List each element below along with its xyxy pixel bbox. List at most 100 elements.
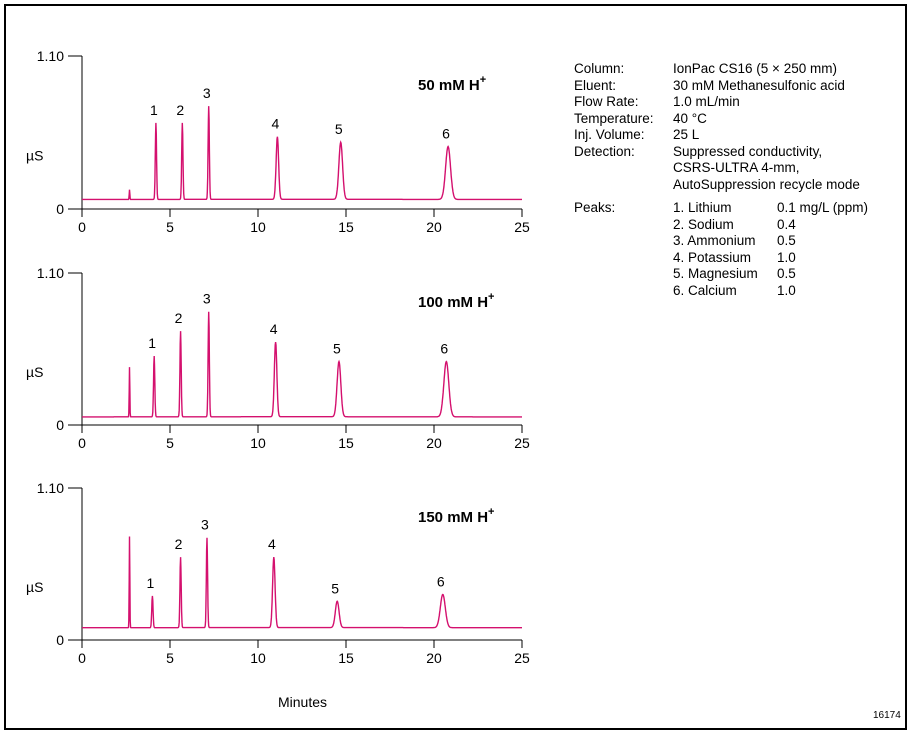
peak-concentration: 0.1 mg/L (ppm) — [777, 200, 869, 215]
conditions-list: Column: IonPac CS16 (5 × 250 mm) Eluent: 30… — [574, 61, 868, 193]
peak-concentration: 1.0 — [777, 282, 796, 298]
x-tick-label: 20 — [426, 435, 442, 451]
x-tick-label: 15 — [338, 435, 354, 451]
peak-label: 3 — [203, 291, 211, 307]
peaks-heading: Peaks: — [574, 200, 616, 215]
x-tick-label: 10 — [250, 219, 266, 235]
peak-name: 1. Lithium — [673, 200, 732, 215]
peak-label: 6 — [442, 125, 450, 141]
peak-concentration: 0.5 — [777, 266, 796, 281]
peak-name: 2. Sodium — [673, 216, 734, 232]
peak-label: 4 — [270, 321, 278, 337]
peak-row: 3. Ammonium 0.5 — [673, 233, 868, 250]
x-axis-label: Minutes — [278, 694, 328, 710]
condition-label: Flow Rate: — [574, 94, 639, 109]
condition-value: 40 °C — [673, 110, 707, 126]
condition-row: CSRS-ULTRA 4-mm, — [574, 160, 868, 177]
condition-label: 50 mM H+ — [418, 74, 486, 94]
peak-label: 2 — [175, 310, 183, 326]
condition-value: AutoSuppression recycle mode — [673, 176, 860, 192]
x-tick-label: 0 — [78, 435, 86, 451]
y-tick-label-max: 1.10 — [37, 480, 64, 496]
condition-label: Inj. Volume: — [574, 127, 645, 142]
condition-value: 25 L — [673, 127, 700, 142]
y-tick-label-zero: 0 — [56, 632, 64, 648]
condition-value: IonPac CS16 (5 × 250 mm) — [673, 61, 837, 76]
condition-value: CSRS-ULTRA 4-mm, — [673, 160, 800, 175]
peak-concentration: 0.5 — [777, 233, 796, 248]
chromatogram-trace — [82, 106, 522, 201]
y-tick-label-max: 1.10 — [37, 48, 64, 64]
peak-concentration: 1.0 — [777, 249, 796, 265]
x-tick-label: 10 — [250, 435, 266, 451]
condition-label: Detection: — [574, 143, 635, 159]
figure-frame: 1.10 0 µS 0 5 10 15 20 25 1 2 3 4 5 6 50 mM H+ 1.10 0 µS 0 5… — [4, 4, 907, 730]
peak-label: 6 — [440, 340, 448, 356]
x-tick-label: 20 — [426, 219, 442, 235]
condition-label: Eluent: — [574, 77, 617, 93]
y-axis-label: µS — [26, 579, 43, 595]
conditions-panel: Column: IonPac CS16 (5 × 250 mm) Eluent: 30… — [574, 61, 868, 299]
peak-row: 4. Potassium 1.0 — [673, 250, 868, 267]
condition-row: Detection: Suppressed conductivity, — [574, 144, 868, 161]
y-tick-label-max: 1.10 — [37, 265, 64, 281]
condition-row: Column: IonPac CS16 (5 × 250 mm) — [574, 61, 868, 78]
peak-row: 2. Sodium 0.4 — [673, 217, 868, 234]
condition-label: 150 mM H+ — [418, 506, 494, 526]
condition-value: 1.0 mL/min — [673, 94, 740, 109]
condition-row: Flow Rate: 1.0 mL/min — [574, 94, 868, 111]
peak-name: 6. Calcium — [673, 282, 737, 298]
chromatogram-trace — [82, 536, 522, 629]
condition-label — [574, 160, 673, 177]
peak-label: 3 — [203, 85, 211, 101]
peak-label: 5 — [331, 580, 339, 596]
condition-row: AutoSuppression recycle mode — [574, 177, 868, 194]
peak-label: 5 — [335, 121, 343, 137]
peak-list: 1. Lithium 0.1 mg/L (ppm) 2. Sodium 0.4 3. A… — [673, 200, 868, 299]
x-tick-label: 0 — [78, 219, 86, 235]
peak-label: 5 — [333, 340, 341, 356]
x-tick-label: 25 — [514, 219, 530, 235]
peak-label: 4 — [268, 536, 276, 552]
x-tick-label: 15 — [338, 650, 354, 666]
peak-concentration: 0.4 — [777, 216, 796, 232]
x-tick-label: 25 — [514, 650, 530, 666]
peaks-block: Peaks: 1. Lithium 0.1 mg/L (ppm) 2. Sodium… — [574, 200, 868, 299]
chromatogram-trace — [82, 311, 522, 418]
figure-number: 16174 — [873, 710, 901, 721]
x-tick-label: 25 — [514, 435, 530, 451]
x-tick-label: 5 — [166, 219, 174, 235]
condition-label: Column: — [574, 61, 625, 76]
peak-label: 1 — [150, 102, 158, 118]
x-tick-label: 15 — [338, 219, 354, 235]
peak-label: 2 — [176, 102, 184, 118]
peak-name: 4. Potassium — [673, 249, 752, 265]
condition-label: Temperature: — [574, 110, 654, 126]
x-tick-label: 5 — [166, 650, 174, 666]
condition-row: Temperature: 40 °C — [574, 111, 868, 128]
peak-label: 6 — [437, 573, 445, 589]
condition-value: Suppressed conductivity, — [673, 143, 823, 159]
peak-name: 3. Ammonium — [673, 233, 756, 248]
peak-row: 1. Lithium 0.1 mg/L (ppm) — [673, 200, 868, 217]
condition-label: 100 mM H+ — [418, 291, 494, 311]
y-tick-label-zero: 0 — [56, 201, 64, 217]
peak-row: 5. Magnesium 0.5 — [673, 266, 868, 283]
peak-label: 3 — [201, 517, 209, 533]
condition-label — [574, 177, 673, 194]
y-axis-label: µS — [26, 364, 43, 380]
y-tick-label-zero: 0 — [56, 417, 64, 433]
x-tick-label: 0 — [78, 650, 86, 666]
peak-label: 2 — [175, 536, 183, 552]
x-tick-label: 10 — [250, 650, 266, 666]
peak-label: 4 — [271, 116, 279, 132]
y-axis-label: µS — [26, 148, 43, 164]
x-tick-label: 5 — [166, 435, 174, 451]
x-tick-label: 20 — [426, 650, 442, 666]
peak-name: 5. Magnesium — [673, 266, 758, 281]
condition-row: Eluent: 30 mM Methanesulfonic acid — [574, 78, 868, 95]
peak-row: 6. Calcium 1.0 — [673, 283, 868, 300]
peak-label: 1 — [147, 575, 155, 591]
condition-value: 30 mM Methanesulfonic acid — [673, 77, 845, 93]
